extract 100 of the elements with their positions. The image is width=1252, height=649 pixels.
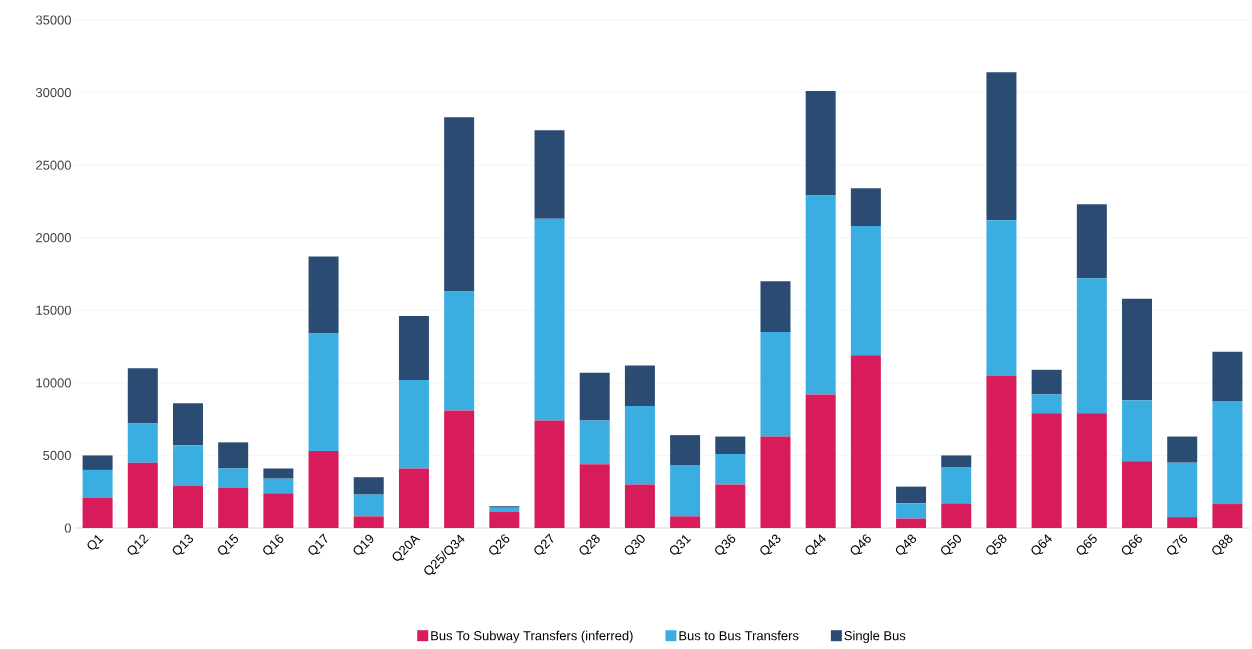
bar — [534, 218, 565, 421]
bar — [1167, 462, 1198, 518]
bar — [127, 368, 158, 424]
x-tick-label: Q76 — [1167, 534, 1188, 555]
bar — [579, 420, 610, 465]
bar — [850, 226, 881, 356]
bar — [941, 467, 972, 504]
bar — [127, 423, 158, 463]
x-tick-label: Q46 — [850, 534, 871, 555]
bar — [172, 485, 203, 528]
bar — [715, 484, 746, 528]
x-tick-label: Q58 — [986, 534, 1007, 555]
bar — [850, 188, 881, 227]
bar — [263, 478, 294, 494]
bar — [1076, 278, 1107, 414]
bar — [624, 406, 655, 485]
x-tick-label: Q30 — [624, 534, 645, 555]
bar — [896, 518, 927, 528]
x-tick-label: Q65 — [1076, 533, 1097, 555]
x-tick-label: Q64 — [1031, 534, 1052, 555]
bar — [624, 484, 655, 528]
legend-label: Bus to Bus Transfers — [679, 630, 799, 641]
x-tick-label: Q1 — [87, 535, 104, 550]
bar — [263, 468, 294, 479]
bar — [896, 503, 927, 519]
bar — [1212, 504, 1243, 528]
bar — [1031, 413, 1062, 528]
bar — [579, 464, 610, 528]
x-tick-label: Q88 — [1212, 534, 1233, 555]
x-tick-label: Q19 — [353, 534, 374, 555]
y-tick-label: 10000 — [36, 378, 71, 388]
bar — [444, 410, 475, 528]
bar — [263, 493, 294, 528]
x-tick-label: Q15 — [217, 533, 239, 555]
bar — [172, 403, 203, 446]
bar — [353, 516, 384, 528]
x-tick-label: Q36 — [715, 534, 736, 555]
bar — [760, 332, 791, 437]
y-tick-label: 30000 — [35, 87, 71, 98]
bar — [805, 394, 836, 528]
bar — [805, 91, 836, 196]
bar — [1031, 394, 1062, 414]
bar — [1031, 369, 1062, 395]
bar — [579, 372, 610, 421]
bar — [670, 516, 701, 528]
bar — [715, 453, 746, 485]
y-tick-label: 0 — [64, 523, 71, 533]
bar — [941, 455, 972, 468]
bar — [715, 436, 746, 454]
bar — [82, 497, 113, 528]
x-tick-label: Q44 — [805, 534, 826, 555]
bar — [534, 130, 565, 219]
y-tick-label: 5000 — [43, 450, 71, 461]
legend-label: Bus To Subway Transfers (inferred) — [431, 630, 633, 643]
bar — [760, 281, 791, 333]
bar — [760, 436, 791, 528]
bar — [172, 445, 203, 486]
bar — [82, 469, 113, 498]
bar — [670, 465, 701, 517]
bar — [398, 468, 429, 528]
x-tick-label: Q66 — [1121, 534, 1142, 555]
bar — [805, 195, 836, 395]
bar — [444, 117, 475, 292]
bar — [941, 503, 972, 528]
bar — [986, 220, 1017, 376]
x-tick-label: Q12 — [127, 534, 149, 555]
y-tick-label: 25000 — [36, 160, 71, 170]
bar — [534, 420, 565, 528]
bar — [986, 72, 1017, 221]
bar — [82, 455, 113, 470]
bar — [1212, 401, 1243, 505]
bar — [308, 333, 339, 452]
y-tick-label: 15000 — [36, 305, 71, 315]
bar — [444, 291, 475, 411]
bar — [398, 379, 429, 469]
bar — [670, 435, 701, 466]
bar — [218, 468, 249, 489]
x-tick-label: Q31 — [669, 535, 692, 555]
x-tick-label: Q28 — [579, 534, 600, 555]
x-tick-label: Q26 — [489, 534, 510, 555]
bar — [1122, 298, 1153, 401]
bar — [489, 507, 520, 513]
bar — [896, 486, 927, 504]
bar — [624, 365, 655, 407]
bar — [218, 442, 249, 469]
x-tick-label: Q43 — [760, 534, 781, 555]
x-tick-label: Q48 — [895, 534, 917, 555]
bar — [1167, 436, 1198, 463]
bar — [398, 316, 429, 380]
bar — [127, 462, 158, 528]
bar — [1122, 461, 1153, 528]
bar — [489, 512, 520, 528]
bar — [308, 451, 339, 528]
bar — [986, 375, 1017, 528]
bar — [308, 256, 339, 334]
x-tick-label: Q27 — [534, 533, 554, 555]
bar — [1122, 400, 1153, 462]
legend-label: Single Bus — [844, 630, 906, 643]
bar — [1076, 413, 1107, 528]
bar — [850, 355, 881, 528]
